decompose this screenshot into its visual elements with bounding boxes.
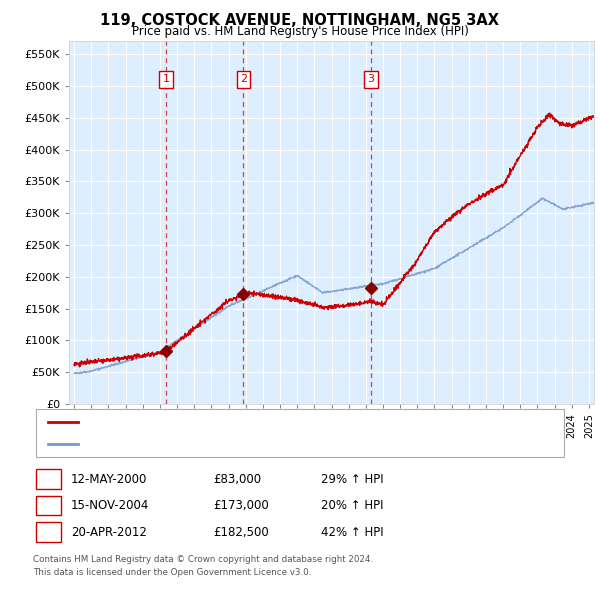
Text: £182,500: £182,500 xyxy=(213,526,269,539)
Text: Price paid vs. HM Land Registry's House Price Index (HPI): Price paid vs. HM Land Registry's House … xyxy=(131,25,469,38)
Text: 119, COSTOCK AVENUE, NOTTINGHAM, NG5 3AX: 119, COSTOCK AVENUE, NOTTINGHAM, NG5 3AX xyxy=(101,13,499,28)
Text: £83,000: £83,000 xyxy=(213,473,261,486)
Text: 15-NOV-2004: 15-NOV-2004 xyxy=(71,499,149,512)
Text: 3: 3 xyxy=(367,74,374,84)
Text: Contains HM Land Registry data © Crown copyright and database right 2024.: Contains HM Land Registry data © Crown c… xyxy=(33,555,373,564)
Text: HPI: Average price, detached house, City of Nottingham: HPI: Average price, detached house, City… xyxy=(84,439,376,449)
Text: This data is licensed under the Open Government Licence v3.0.: This data is licensed under the Open Gov… xyxy=(33,568,311,577)
Text: 2: 2 xyxy=(240,74,247,84)
Text: £173,000: £173,000 xyxy=(213,499,269,512)
Text: 20-APR-2012: 20-APR-2012 xyxy=(71,526,146,539)
Text: 42% ↑ HPI: 42% ↑ HPI xyxy=(321,526,383,539)
Text: 1: 1 xyxy=(45,473,52,486)
Text: 3: 3 xyxy=(45,526,52,539)
Text: 12-MAY-2000: 12-MAY-2000 xyxy=(71,473,147,486)
Text: 1: 1 xyxy=(163,74,170,84)
Text: 119, COSTOCK AVENUE, NOTTINGHAM, NG5 3AX (detached house): 119, COSTOCK AVENUE, NOTTINGHAM, NG5 3AX… xyxy=(84,417,432,427)
Text: 2: 2 xyxy=(45,499,52,512)
Text: 29% ↑ HPI: 29% ↑ HPI xyxy=(321,473,383,486)
Text: 20% ↑ HPI: 20% ↑ HPI xyxy=(321,499,383,512)
